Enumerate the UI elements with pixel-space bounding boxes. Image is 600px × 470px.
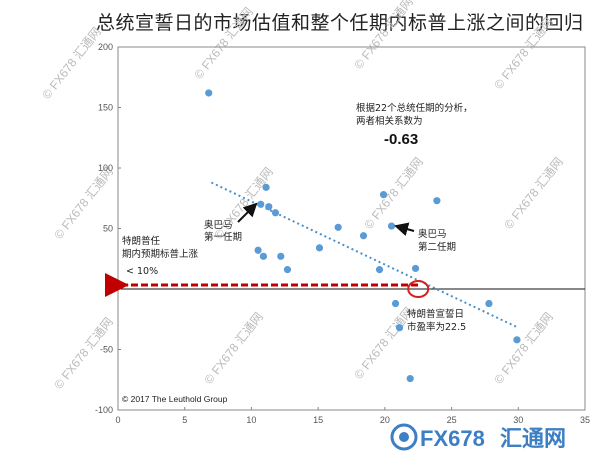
x-tick-label: 15 [313, 415, 323, 425]
trump-expect-line1: 特朗普任 [122, 235, 161, 247]
corr-note-line1: 根据22个总统任期的分析， [356, 102, 473, 114]
scatter-point [406, 374, 414, 383]
x-tick-label: 25 [447, 415, 457, 425]
watermark-text: © FX678 汇通网 [491, 310, 556, 387]
watermark-text: © FX678 汇通网 [491, 15, 556, 92]
fx678-brand-logo: FX678 汇通网 [390, 423, 566, 451]
watermark-text: © FX678 汇通网 [361, 155, 426, 232]
watermark-text: © FX678 汇通网 [201, 310, 266, 387]
scatter-point [334, 223, 342, 231]
scatter-point [262, 183, 270, 191]
watermark-text: © FX678 汇通网 [191, 5, 256, 82]
trump-expect-line2: 期内预期标普上涨 [122, 248, 199, 260]
scatter-point [433, 197, 441, 205]
x-tick-label: 5 [182, 415, 187, 425]
scatter-point [359, 232, 368, 240]
scatter-point [259, 252, 268, 260]
scatter-point [315, 244, 324, 252]
x-tick-label: 35 [580, 415, 590, 425]
x-tick-label: 10 [246, 415, 256, 425]
y-tick-label: -50 [100, 345, 113, 355]
corr-coefficient: -0.63 [384, 131, 418, 148]
obama1-label-line1: 奥巴马 [204, 219, 233, 231]
x-tick-label: 0 [115, 415, 120, 425]
scatter-point [485, 299, 493, 308]
y-tick-label: 50 [103, 224, 113, 234]
corr-note-line2: 两者相关系数为 [356, 115, 423, 127]
scatter-point [375, 266, 384, 274]
scatter-point [271, 209, 280, 217]
copyright-note: © 2017 The Leuthold Group [122, 394, 228, 404]
watermark-text: © FX678 汇通网 [501, 155, 566, 232]
trump-expect-line3: < 10% [126, 266, 158, 277]
obama1-pointer-arrow [237, 202, 258, 223]
y-tick-label: 100 [98, 163, 113, 173]
trump-pe-line1: 特朗普宣誓日 [407, 308, 464, 320]
brand-text-cn: 汇通网 [500, 426, 566, 451]
scatter-point [277, 252, 285, 260]
y-tick-label: 0 [108, 284, 113, 294]
watermark-text: © FX678 汇通网 [39, 25, 104, 102]
data-points [205, 89, 521, 383]
obama2-label-line2: 第二任期 [418, 241, 456, 253]
obama2-label-line1: 奥巴马 [418, 228, 447, 240]
chart-title: 总统宣誓日的市场估值和整个任期内标普上涨之间的回归 [96, 12, 584, 34]
y-tick-label: 200 [98, 42, 113, 52]
trump-pe-line2: 市盈率为22.5 [407, 321, 466, 333]
y-tick-label: 150 [98, 103, 113, 113]
x-tick-label: 20 [380, 415, 390, 425]
trump-highlight-circle [407, 280, 430, 298]
scatter-point [257, 200, 265, 208]
scatter-point [411, 264, 420, 273]
scatter-point [283, 266, 292, 274]
x-tick-label: 30 [513, 415, 523, 425]
obama1-label-line2: 第一任期 [204, 231, 242, 243]
brand-text: FX678 [420, 426, 485, 451]
watermark-text: © FX678 汇通网 [351, 0, 416, 72]
scatter-point [395, 324, 404, 332]
obama2-pointer-arrow [394, 222, 415, 236]
scatter-point [513, 336, 521, 344]
scatter-point [391, 299, 400, 308]
scatter-point [387, 222, 396, 230]
scatter-point [254, 246, 262, 254]
scatter-point [205, 89, 213, 97]
scatter-point [265, 203, 273, 211]
scatter-point [379, 191, 388, 199]
y-tick-label: -100 [95, 405, 113, 415]
